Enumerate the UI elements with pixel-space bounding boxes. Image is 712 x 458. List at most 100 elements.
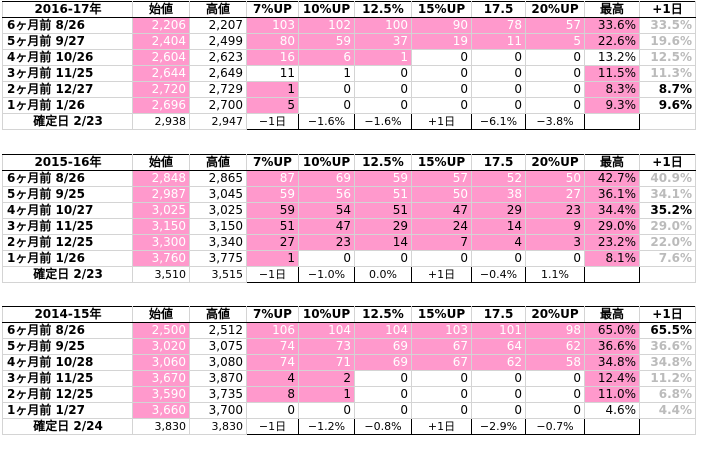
confirm-cell-c10[interactable]: −1.0% <box>298 266 355 283</box>
count-cell-c7[interactable]: 1 <box>246 81 299 98</box>
count-cell-c10[interactable]: 69 <box>298 170 355 187</box>
high-price-cell[interactable]: 2,512 <box>189 322 247 339</box>
count-cell-c10[interactable]: 1 <box>298 65 355 82</box>
count-cell-c175[interactable]: 29 <box>471 202 526 219</box>
high-price-cell[interactable]: 3,080 <box>189 354 247 371</box>
count-cell-c15[interactable]: 50 <box>411 186 472 203</box>
count-cell-c125[interactable]: 100 <box>354 17 412 34</box>
count-cell-c20[interactable]: 0 <box>525 97 585 114</box>
count-cell-c15[interactable]: 90 <box>411 17 472 34</box>
count-cell-c20[interactable]: 0 <box>525 386 585 403</box>
count-cell-c125[interactable]: 1 <box>354 49 412 66</box>
count-cell-c20[interactable]: 98 <box>525 322 585 339</box>
open-price-cell[interactable]: 3,300 <box>132 234 190 251</box>
count-cell-c10[interactable]: 56 <box>298 186 355 203</box>
count-cell-c175[interactable]: 11 <box>471 33 526 50</box>
count-cell-c125[interactable]: 0 <box>354 402 412 419</box>
count-cell-c15[interactable]: 47 <box>411 202 472 219</box>
max-gain-cell[interactable]: 36.6% <box>584 338 640 355</box>
count-cell-c7[interactable]: 1 <box>246 250 299 267</box>
confirm-cell-open[interactable]: 2,938 <box>132 113 190 130</box>
count-cell-c20[interactable]: 9 <box>525 218 585 235</box>
count-cell-c10[interactable]: 6 <box>298 49 355 66</box>
plus1-day-cell[interactable]: 29.0% <box>639 218 696 235</box>
count-cell-c175[interactable]: 62 <box>471 354 526 371</box>
count-cell-c175[interactable]: 4 <box>471 234 526 251</box>
row-label[interactable]: 5ヶ月前 9/27 <box>2 33 133 50</box>
count-cell-c175[interactable]: 0 <box>471 386 526 403</box>
count-cell-c125[interactable]: 37 <box>354 33 412 50</box>
max-gain-cell[interactable]: 11.0% <box>584 386 640 403</box>
open-price-cell[interactable]: 3,590 <box>132 386 190 403</box>
open-price-cell[interactable]: 2,500 <box>132 322 190 339</box>
open-price-cell[interactable]: 2,848 <box>132 170 190 187</box>
row-label[interactable]: 4ヶ月前 10/27 <box>2 202 133 219</box>
high-price-cell[interactable]: 3,735 <box>189 386 247 403</box>
open-price-cell[interactable]: 2,696 <box>132 97 190 114</box>
high-price-cell[interactable]: 2,729 <box>189 81 247 98</box>
empty-cell[interactable] <box>639 113 696 130</box>
confirm-cell-c125[interactable]: −0.8% <box>354 418 412 435</box>
open-price-cell[interactable]: 3,670 <box>132 370 190 387</box>
max-gain-cell[interactable]: 22.6% <box>584 33 640 50</box>
count-cell-c175[interactable]: 0 <box>471 65 526 82</box>
row-label[interactable]: 1ヶ月前 1/26 <box>2 250 133 267</box>
plus1-day-cell[interactable]: 36.6% <box>639 338 696 355</box>
empty-cell[interactable] <box>584 266 640 283</box>
confirm-cell-c125[interactable]: −1.6% <box>354 113 412 130</box>
column-header[interactable]: 高値 <box>189 1 247 18</box>
column-header[interactable]: 12.5% <box>354 1 412 18</box>
high-price-cell[interactable]: 2,649 <box>189 65 247 82</box>
confirm-date-label[interactable]: 確定日 2/24 <box>2 418 133 435</box>
max-gain-cell[interactable]: 33.6% <box>584 17 640 34</box>
row-label[interactable]: 3ヶ月前 11/25 <box>2 65 133 82</box>
count-cell-c7[interactable]: 11 <box>246 65 299 82</box>
empty-cell[interactable] <box>639 266 696 283</box>
plus1-day-cell[interactable]: 9.6% <box>639 97 696 114</box>
count-cell-c20[interactable]: 58 <box>525 354 585 371</box>
count-cell-c15[interactable]: 0 <box>411 250 472 267</box>
count-cell-c10[interactable]: 1 <box>298 386 355 403</box>
plus1-day-cell[interactable]: 4.4% <box>639 402 696 419</box>
column-header[interactable]: 7%UP <box>246 1 299 18</box>
max-gain-cell[interactable]: 8.3% <box>584 81 640 98</box>
row-label[interactable]: 3ヶ月前 11/25 <box>2 218 133 235</box>
count-cell-c7[interactable]: 80 <box>246 33 299 50</box>
plus1-day-cell[interactable]: 40.9% <box>639 170 696 187</box>
count-cell-c15[interactable]: 0 <box>411 65 472 82</box>
confirm-cell-c10[interactable]: −1.2% <box>298 418 355 435</box>
count-cell-c175[interactable]: 64 <box>471 338 526 355</box>
plus1-day-cell[interactable]: 11.2% <box>639 370 696 387</box>
plus1-day-cell[interactable]: 11.3% <box>639 65 696 82</box>
column-header[interactable]: 17.5 <box>471 1 526 18</box>
count-cell-c20[interactable]: 27 <box>525 186 585 203</box>
max-gain-cell[interactable]: 36.1% <box>584 186 640 203</box>
count-cell-c20[interactable]: 50 <box>525 170 585 187</box>
count-cell-c15[interactable]: 0 <box>411 97 472 114</box>
count-cell-c10[interactable]: 47 <box>298 218 355 235</box>
count-cell-c10[interactable]: 2 <box>298 370 355 387</box>
high-price-cell[interactable]: 2,499 <box>189 33 247 50</box>
count-cell-c7[interactable]: 4 <box>246 370 299 387</box>
count-cell-c125[interactable]: 0 <box>354 370 412 387</box>
count-cell-c175[interactable]: 0 <box>471 97 526 114</box>
count-cell-c125[interactable]: 69 <box>354 354 412 371</box>
column-header[interactable]: +1日 <box>639 1 696 18</box>
confirm-cell-c175[interactable]: −6.1% <box>471 113 526 130</box>
max-gain-cell[interactable]: 4.6% <box>584 402 640 419</box>
empty-cell[interactable] <box>584 418 640 435</box>
count-cell-c15[interactable]: 24 <box>411 218 472 235</box>
table-title[interactable]: 2016-17年 <box>2 1 133 18</box>
count-cell-c15[interactable]: 0 <box>411 386 472 403</box>
column-header[interactable]: 15%UP <box>411 154 472 171</box>
count-cell-c20[interactable]: 3 <box>525 234 585 251</box>
count-cell-c20[interactable]: 0 <box>525 250 585 267</box>
row-label[interactable]: 2ヶ月前 12/25 <box>2 386 133 403</box>
count-cell-c10[interactable]: 0 <box>298 402 355 419</box>
count-cell-c10[interactable]: 0 <box>298 250 355 267</box>
count-cell-c15[interactable]: 7 <box>411 234 472 251</box>
count-cell-c20[interactable]: 23 <box>525 202 585 219</box>
confirm-cell-high[interactable]: 3,515 <box>189 266 247 283</box>
confirm-cell-c15[interactable]: +1日 <box>411 418 472 435</box>
confirm-cell-high[interactable]: 3,830 <box>189 418 247 435</box>
